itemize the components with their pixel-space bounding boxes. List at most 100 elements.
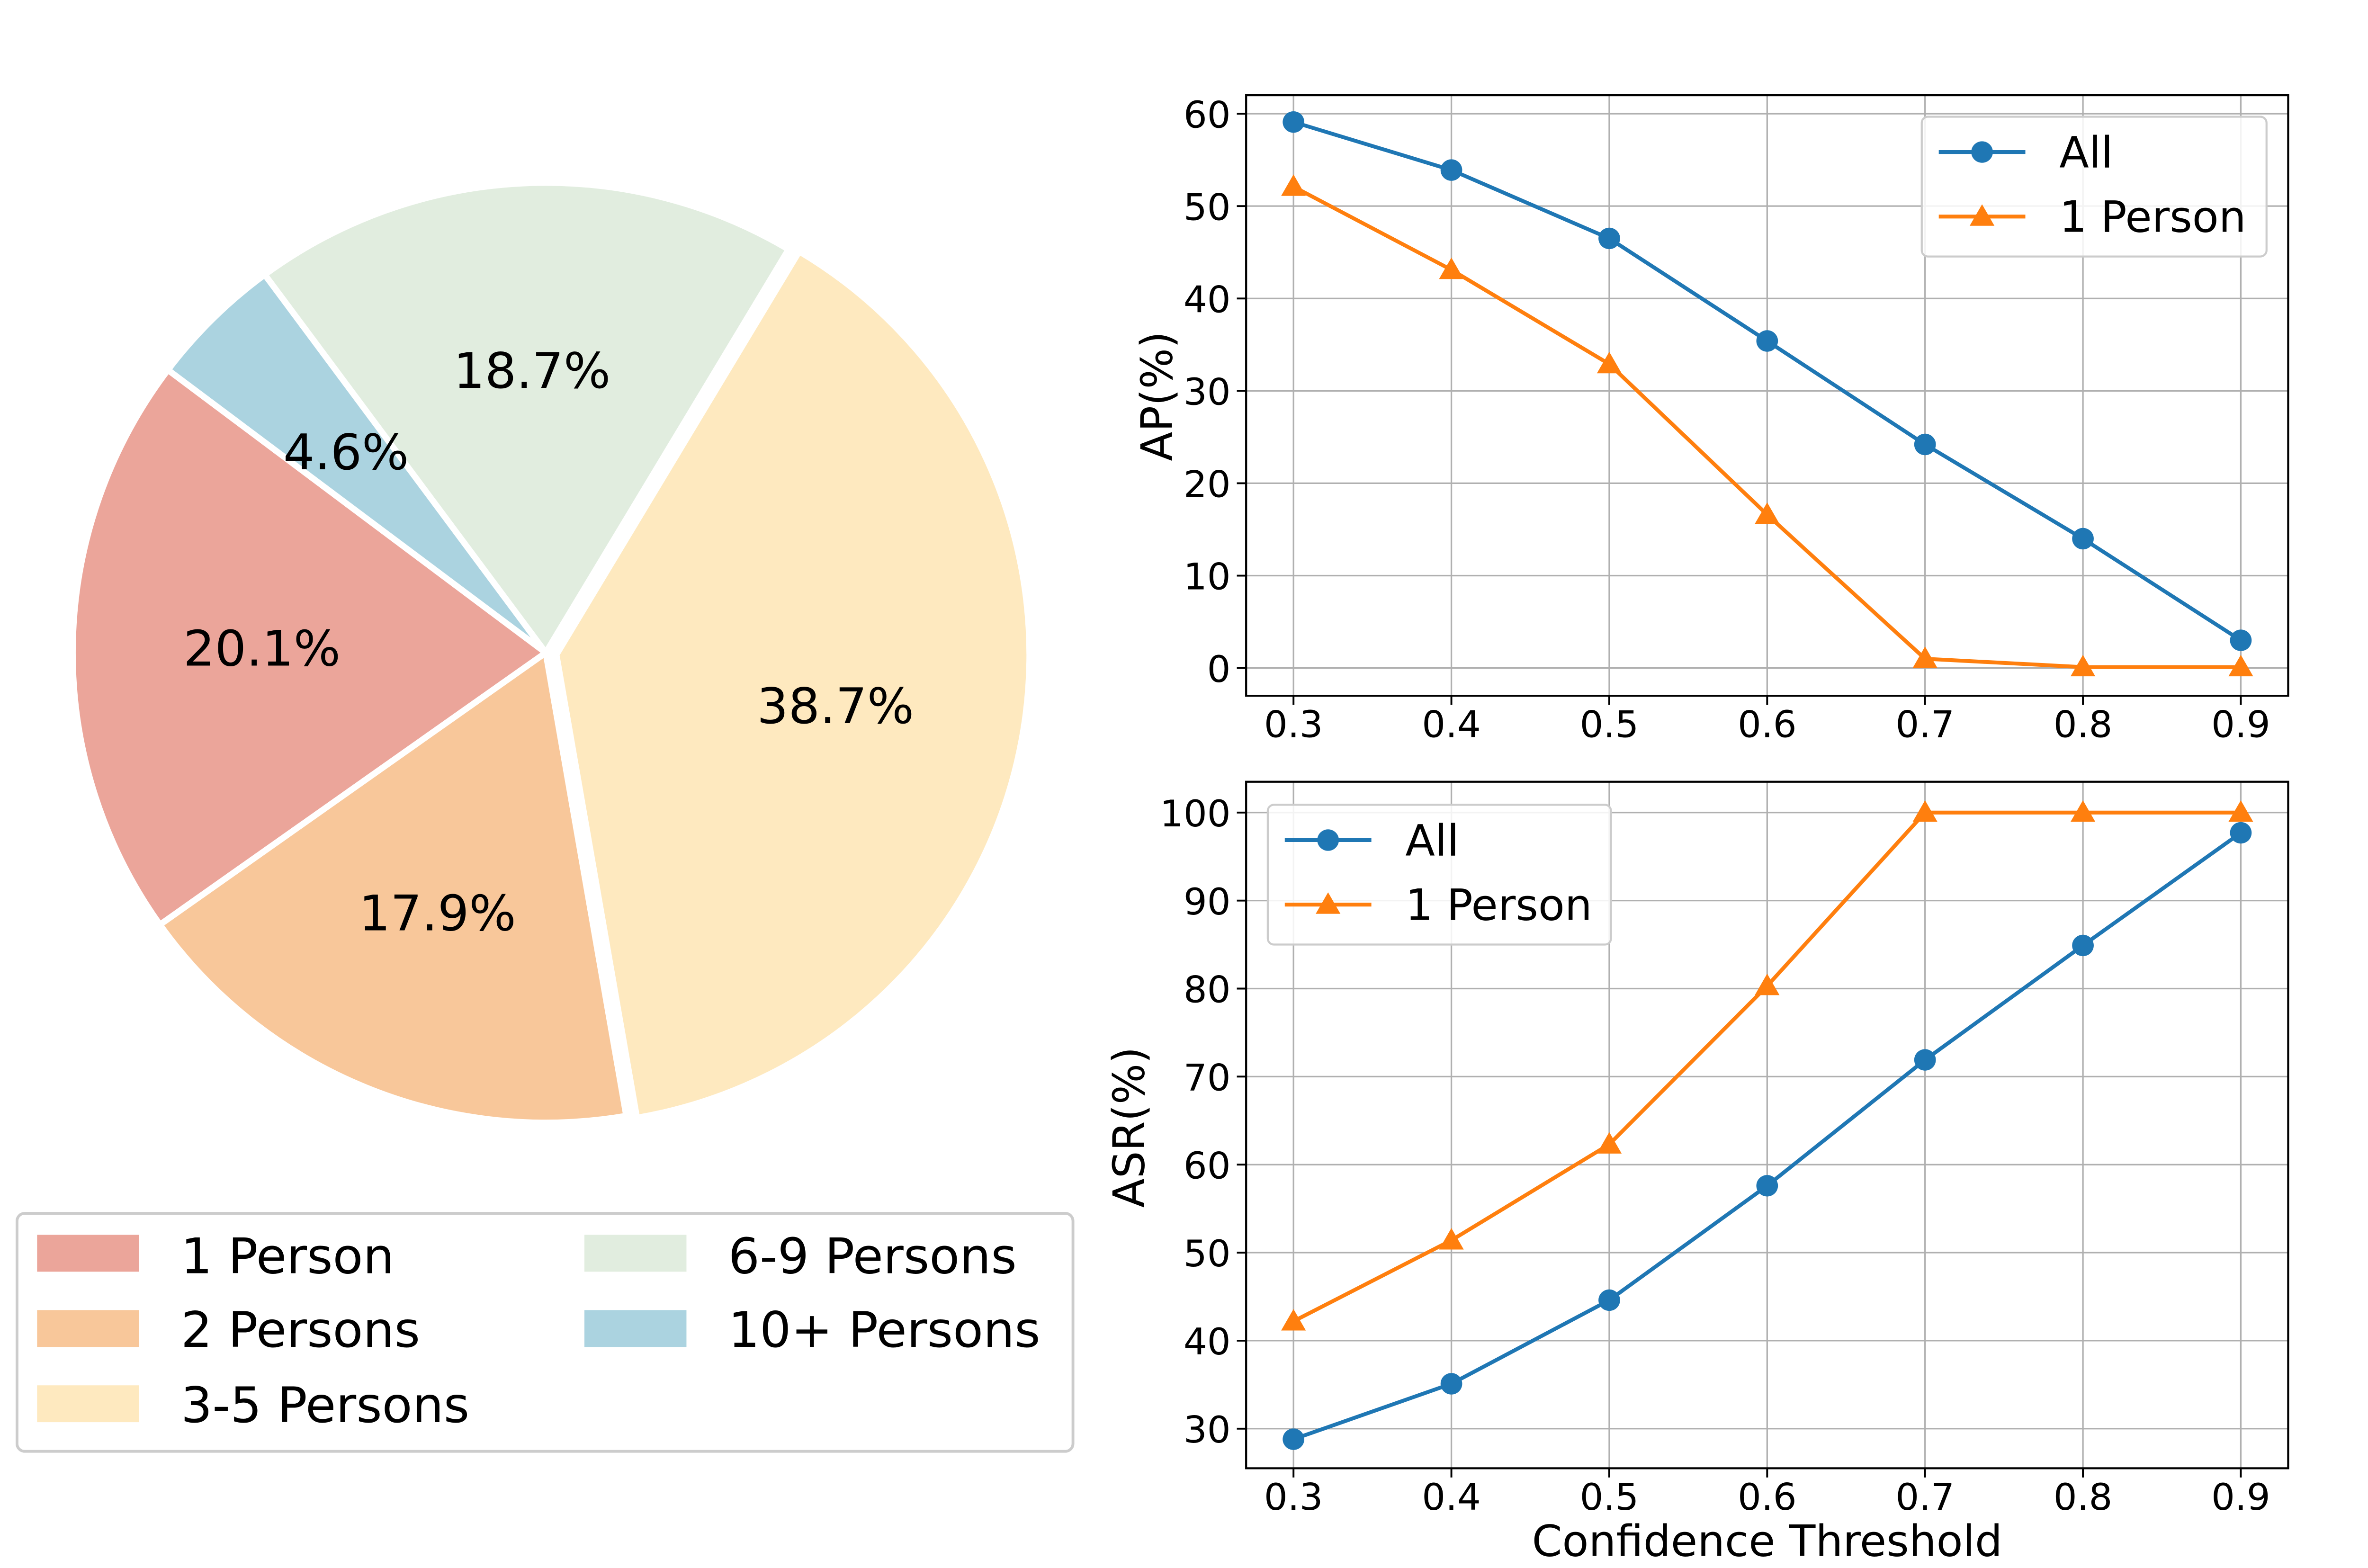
y-tick-label: 20	[1184, 464, 1231, 506]
y-tick-label: 0	[1207, 648, 1231, 691]
pie-slice	[261, 179, 792, 656]
ap-legend-label-1person: 1 Person	[2059, 192, 2246, 242]
x-tick-label: 0.4	[1422, 704, 1481, 746]
data-point-all	[1914, 1049, 1936, 1071]
data-point-1person	[1281, 174, 1306, 196]
data-point-all	[1756, 1175, 1778, 1197]
ap-legend-marker-all	[1971, 141, 1993, 163]
data-point-1person	[1912, 646, 1937, 668]
pie-slice	[165, 271, 549, 656]
pie-legend-frame	[15, 1212, 1075, 1453]
asr-line-chart: 0.3 0.4 0.5 0.6 0.7 0.8 0.9 30405060708090100 …	[1104, 780, 2289, 1566]
x-tick-label: 0.3	[1264, 704, 1323, 746]
y-tick-label: 100	[1160, 793, 1231, 835]
y-tick-label: 90	[1184, 881, 1231, 923]
ap-x-ticks: 0.3 0.4 0.5 0.6 0.7 0.8 0.9	[1264, 696, 2270, 746]
asr-x-ticks: 0.3 0.4 0.5 0.6 0.7 0.8 0.9	[1264, 1468, 2270, 1519]
pie-legend-swatch	[37, 1235, 139, 1272]
data-point-all	[1440, 159, 1462, 181]
ap-legend-label-all: All	[2059, 128, 2113, 178]
data-point-all	[1598, 227, 1620, 250]
asr-x-axis-label: Confidence Threshold	[1532, 1516, 2002, 1560]
y-tick-label: 60	[1184, 94, 1231, 137]
data-point-all	[1440, 1373, 1462, 1395]
x-tick-label: 0.7	[1895, 704, 1955, 746]
pie-legend: 1 Person 2 Persons 3-5 Persons 6-9 Perso…	[15, 1212, 1075, 1453]
asr-y-axis-label: ASR(%)	[1104, 1047, 1154, 1208]
asr-y-ticks: 30 40 50 60 70 80 90 100	[1160, 793, 1247, 1452]
pie-legend-label: 6-9 Persons	[728, 1228, 1017, 1285]
data-point-all	[1598, 1289, 1620, 1311]
pie-labels: 20.1% 17.9% 38.7% 18.7% 4.6%	[183, 342, 914, 942]
pie-chart: 20.1% 17.9% 38.7% 18.7% 4.6%	[69, 179, 1033, 1126]
pie-legend-swatch	[584, 1310, 687, 1347]
ap-series	[1281, 111, 2253, 677]
pie-legend-swatch	[37, 1385, 139, 1423]
data-point-1person	[1281, 1309, 1306, 1331]
data-point-all	[1914, 433, 1936, 456]
x-tick-label: 0.6	[1738, 704, 1797, 746]
pie-legend-label: 2 Persons	[181, 1301, 420, 1359]
pie-legend-swatch	[37, 1310, 139, 1347]
x-tick-label: 0.4	[1422, 1476, 1481, 1519]
data-point-1person	[1755, 973, 1780, 995]
y-tick-label: 40	[1184, 1321, 1231, 1363]
x-tick-label: 0.7	[1895, 1476, 1955, 1519]
data-point-1person	[1439, 257, 1464, 279]
data-point-1person	[1755, 502, 1780, 524]
data-point-all	[1756, 330, 1778, 352]
asr-legend: All 1 Person	[1266, 804, 1612, 946]
data-point-1person	[2070, 800, 2096, 822]
pie-slice-label: 4.6%	[283, 423, 409, 481]
ap-legend: All 1 Person	[1920, 116, 2268, 258]
ap-legend-marker-1person	[1969, 204, 1995, 226]
y-tick-label: 60	[1184, 1145, 1231, 1188]
data-point-1person	[2070, 654, 2096, 677]
ap-y-ticks: 0 10 20 30 40 50 60	[1184, 94, 1247, 691]
y-tick-label: 40	[1184, 279, 1231, 322]
data-point-1person	[1912, 800, 1937, 822]
data-point-all	[2230, 822, 2252, 844]
asr-legend-label-1person: 1 Person	[1405, 880, 1592, 931]
pie-slice-label: 20.1%	[183, 620, 341, 678]
asr-legend-marker-all	[1317, 829, 1339, 851]
y-tick-label: 80	[1184, 969, 1231, 1012]
y-tick-label: 10	[1184, 556, 1231, 599]
x-tick-label: 0.9	[2211, 704, 2270, 746]
y-tick-label: 50	[1184, 187, 1231, 229]
x-tick-label: 0.8	[2054, 704, 2113, 746]
asr-legend-label-all: All	[1405, 816, 1459, 866]
data-point-all	[1283, 111, 1305, 133]
y-tick-label: 30	[1184, 371, 1231, 414]
data-point-all	[1283, 1428, 1305, 1450]
x-tick-label: 0.5	[1580, 1476, 1639, 1519]
data-point-1person	[1597, 351, 1622, 374]
pie-slice-label: 38.7%	[757, 677, 914, 735]
data-point-1person	[2228, 800, 2253, 822]
data-point-1person	[1439, 1228, 1464, 1250]
y-tick-label: 30	[1184, 1409, 1231, 1452]
ap-y-axis-label: AP(%)	[1132, 332, 1182, 461]
data-point-all	[2072, 528, 2094, 550]
data-point-1person	[1597, 1132, 1622, 1154]
x-tick-label: 0.6	[1738, 1476, 1797, 1519]
pie-slice-label: 18.7%	[453, 342, 610, 400]
y-tick-label: 70	[1184, 1057, 1231, 1100]
pie-legend-label: 3-5 Persons	[181, 1376, 469, 1434]
pie-legend-label: 1 Person	[181, 1228, 395, 1285]
x-tick-label: 0.9	[2211, 1476, 2270, 1519]
asr-legend-marker-1person	[1316, 892, 1341, 914]
asr-series	[1281, 800, 2253, 1450]
pie-slice-label: 17.9%	[359, 885, 516, 942]
data-point-all	[2072, 934, 2094, 957]
y-tick-label: 50	[1184, 1233, 1231, 1275]
ap-line-chart: 0.3 0.4 0.5 0.6 0.7 0.8 0.9 0 10 20 30 40 50 60 AP(%…	[1132, 94, 2289, 746]
data-point-all	[2230, 629, 2252, 651]
x-tick-label: 0.5	[1580, 704, 1639, 746]
pie-legend-swatch	[584, 1235, 687, 1272]
ap-grid	[1246, 95, 2288, 696]
data-point-1person	[2228, 654, 2253, 677]
pie-slice	[69, 367, 549, 928]
